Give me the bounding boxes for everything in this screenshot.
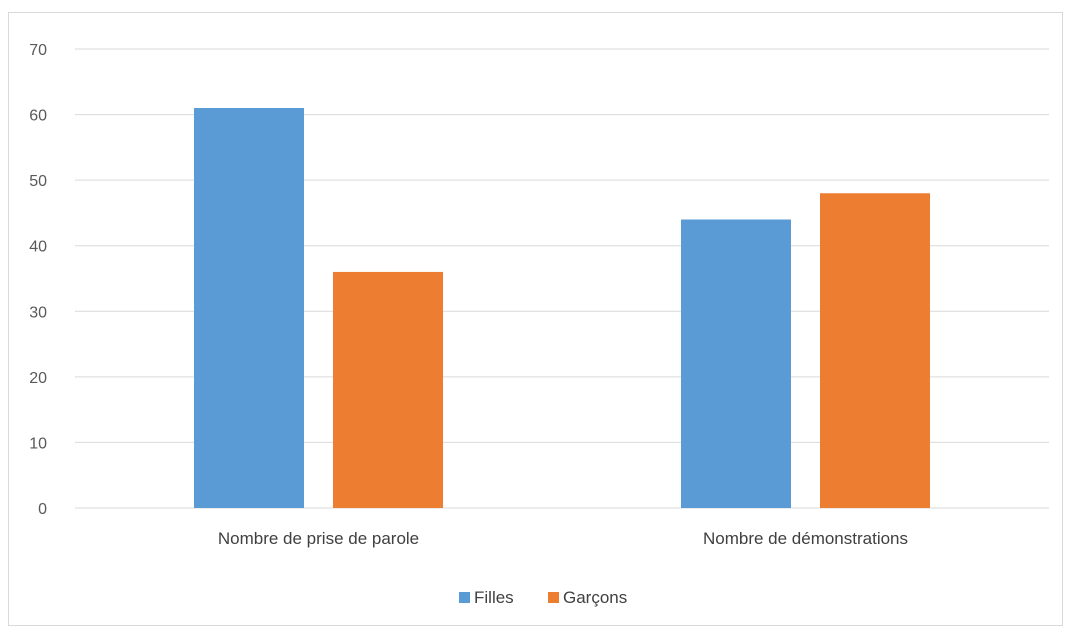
y-tick-label: 30 bbox=[29, 304, 47, 321]
y-axis-ticks: 0 10 20 30 40 50 60 70 bbox=[29, 42, 47, 518]
legend: Filles Garçons bbox=[459, 588, 627, 607]
y-tick-label: 40 bbox=[29, 239, 47, 256]
bar-filles-0 bbox=[194, 108, 304, 508]
y-tick-label: 60 bbox=[29, 108, 47, 125]
legend-swatch bbox=[459, 592, 470, 603]
legend-swatch bbox=[548, 592, 559, 603]
bars bbox=[194, 108, 930, 508]
y-tick-label: 0 bbox=[38, 501, 47, 518]
x-category-label: Nombre de prise de parole bbox=[218, 529, 419, 548]
bar-filles-1 bbox=[681, 219, 791, 508]
y-tick-label: 20 bbox=[29, 370, 47, 387]
legend-label: Filles bbox=[474, 588, 514, 607]
bar-gar-ons-0 bbox=[333, 271, 443, 508]
legend-label: Garçons bbox=[563, 588, 627, 607]
y-tick-label: 70 bbox=[29, 42, 47, 59]
bar-gar-ons-1 bbox=[820, 193, 930, 508]
x-category-label: Nombre de démonstrations bbox=[703, 529, 908, 548]
y-tick-label: 10 bbox=[29, 435, 47, 452]
x-axis-categories: Nombre de prise de parole Nombre de démon… bbox=[218, 529, 908, 548]
y-tick-label: 50 bbox=[29, 173, 47, 190]
